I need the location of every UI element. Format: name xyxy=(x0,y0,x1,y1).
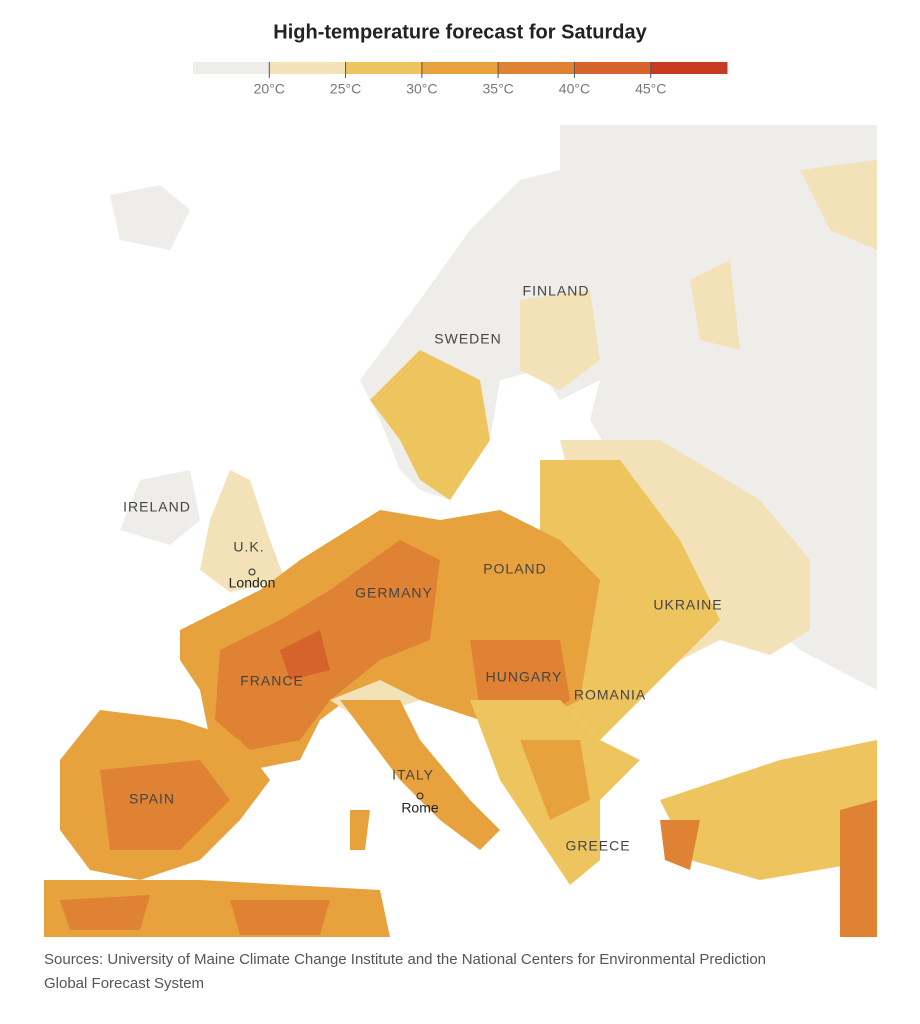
map-figure: High-temperature forecast for Saturday 2… xyxy=(44,21,877,937)
legend-swatch xyxy=(421,62,499,74)
legend-label: 20°C xyxy=(254,81,285,97)
legend-label: 35°C xyxy=(483,81,514,97)
land xyxy=(520,740,590,820)
land xyxy=(350,810,370,850)
legend-label: 40°C xyxy=(559,81,590,97)
country-label: IRELAND xyxy=(123,499,191,515)
legend-swatch xyxy=(345,62,423,74)
country-label: FINLAND xyxy=(523,283,590,299)
title: High-temperature forecast for Saturday xyxy=(273,21,647,43)
land xyxy=(690,160,877,350)
city-label: Rome xyxy=(401,800,439,816)
land xyxy=(280,630,330,680)
source-line: Sources: University of Maine Climate Cha… xyxy=(44,951,767,968)
land xyxy=(520,290,600,390)
land xyxy=(200,470,285,592)
country-label: SPAIN xyxy=(129,791,175,807)
land xyxy=(100,760,230,850)
country-label: GREECE xyxy=(565,838,630,854)
country-label: FRANCE xyxy=(240,673,304,689)
city-dot xyxy=(416,792,424,800)
legend-swatch xyxy=(650,62,728,74)
land xyxy=(60,895,330,935)
country-label: HUNGARY xyxy=(486,669,563,685)
country-label: UKRAINE xyxy=(653,597,722,613)
land xyxy=(370,350,490,500)
legend-label: 25°C xyxy=(330,81,361,97)
land xyxy=(660,800,877,937)
land xyxy=(340,700,500,850)
legend-label: 30°C xyxy=(406,81,437,97)
country-label: GERMANY xyxy=(355,585,433,601)
country-label: U.K. xyxy=(233,539,264,555)
country-label: SWEDEN xyxy=(434,331,501,347)
land xyxy=(215,540,440,750)
land xyxy=(110,185,190,250)
legend-swatch xyxy=(574,62,652,74)
country-label: ROMANIA xyxy=(574,687,646,703)
land xyxy=(660,740,877,880)
city-label: London xyxy=(229,575,276,591)
city-dot xyxy=(248,568,256,576)
map xyxy=(44,125,877,937)
legend-swatch xyxy=(269,62,347,74)
country-label: POLAND xyxy=(483,561,547,577)
legend: 20°C 25°C 30°C 35°C 40°C 45°C xyxy=(193,62,728,97)
legend-swatch xyxy=(193,62,270,74)
legend-swatch xyxy=(498,62,575,74)
country-label: ITALY xyxy=(392,767,434,783)
legend-label: 45°C xyxy=(635,81,666,97)
source-line: Global Forecast System xyxy=(44,975,205,992)
land xyxy=(120,470,200,545)
